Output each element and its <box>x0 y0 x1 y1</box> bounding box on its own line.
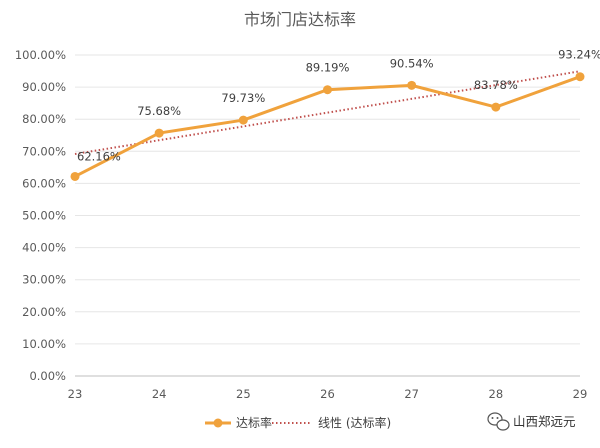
x-tick-label: 23 <box>68 387 83 401</box>
y-tick-label: 10.00% <box>22 337 66 351</box>
data-label: 93.24% <box>558 48 600 62</box>
x-tick-label: 25 <box>236 387 251 401</box>
data-label: 75.68% <box>137 104 181 118</box>
watermark: 山西郑远元 <box>487 412 576 431</box>
data-label: 62.16% <box>77 149 121 163</box>
data-point <box>491 102 501 112</box>
x-axis: 23 24 25 26 27 28 29 <box>68 387 588 401</box>
y-tick-label: 40.00% <box>22 241 66 255</box>
x-tick-label: 28 <box>489 387 504 401</box>
watermark-text: 山西郑远元 <box>513 414 576 429</box>
trendline-path <box>74 70 581 155</box>
x-tick-label: 29 <box>573 387 588 401</box>
x-tick-label: 27 <box>404 387 419 401</box>
data-point <box>323 85 332 95</box>
data-point <box>575 72 585 82</box>
data-label: 89.19% <box>306 61 350 75</box>
trendline <box>74 70 581 155</box>
y-tick-label: 60.00% <box>22 176 66 190</box>
grid <box>75 54 580 377</box>
y-tick-label: 50.00% <box>22 209 66 223</box>
data-labels: 62.16% 75.68% 79.73% 89.19% 90.54% 83.78% 93.2… <box>77 48 600 164</box>
data-point <box>238 115 248 125</box>
x-tick-label: 26 <box>320 387 335 401</box>
legend-trend-label: 线性 (达标率) <box>318 415 391 430</box>
wechat-icon <box>487 412 510 431</box>
data-point <box>407 80 417 90</box>
data-label: 90.54% <box>390 56 434 70</box>
data-label: 79.73% <box>221 91 265 105</box>
x-tick-label: 24 <box>152 387 167 401</box>
y-tick-label: 90.00% <box>22 80 66 94</box>
data-point <box>70 171 80 181</box>
y-tick-label: 100.00% <box>15 48 66 62</box>
y-tick-label: 80.00% <box>22 112 66 126</box>
y-tick-label: 20.00% <box>22 305 66 319</box>
data-point <box>154 128 164 138</box>
y-tick-label: 0.00% <box>29 369 66 383</box>
y-tick-label: 70.00% <box>22 144 66 158</box>
y-tick-label: 30.00% <box>22 273 66 287</box>
legend-series-marker <box>213 418 223 428</box>
legend: 达标率 线性 (达标率) <box>205 415 391 430</box>
legend-series-label: 达标率 <box>236 415 272 430</box>
series-line <box>70 72 585 181</box>
chart-title: 市场门店达标率 <box>244 10 356 29</box>
y-axis: 0.00% 10.00% 20.00% 30.00% 40.00% 50.00% 60.00… <box>15 48 66 383</box>
data-label: 83.78% <box>474 78 518 92</box>
